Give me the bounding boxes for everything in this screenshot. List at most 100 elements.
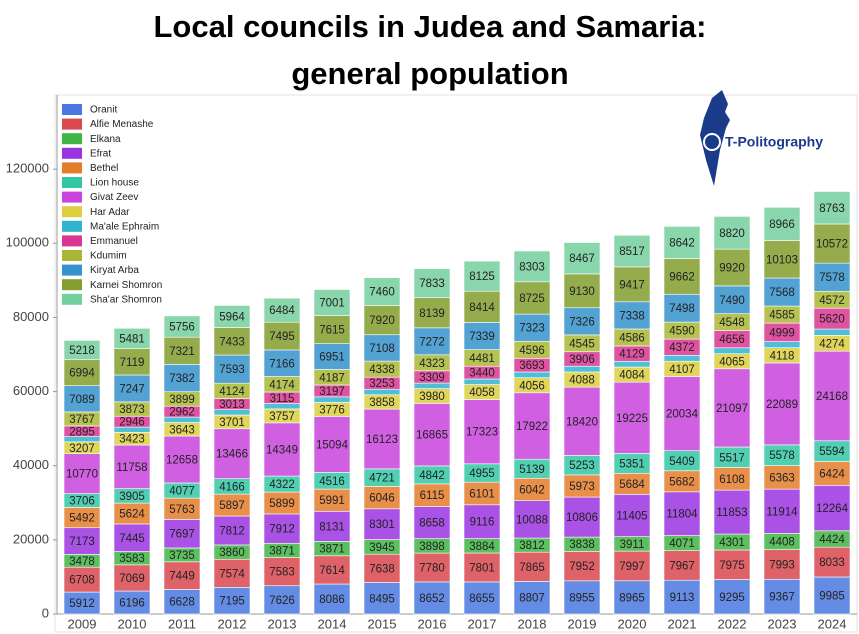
bar-segment — [563, 242, 601, 275]
data-label: 4585 — [769, 310, 795, 322]
data-label: 3945 — [369, 542, 395, 554]
bar-segment — [163, 315, 201, 338]
logo-map — [700, 90, 730, 186]
data-label: 14349 — [266, 444, 298, 456]
data-label: 8655 — [469, 593, 495, 605]
data-label: 7997 — [619, 561, 645, 573]
bar-segment — [513, 281, 551, 315]
bar-segment — [263, 297, 301, 323]
data-label: 8131 — [319, 521, 345, 533]
data-label: 6196 — [119, 598, 145, 610]
data-label: 4721 — [369, 473, 395, 485]
data-label: 6424 — [819, 468, 845, 480]
data-label: 7490 — [719, 295, 745, 307]
chart-title: Local councils in Judea and Samaria: — [153, 9, 706, 44]
data-label: 3873 — [119, 404, 145, 416]
bar-segment — [663, 354, 701, 362]
bar-segment — [763, 488, 801, 534]
bar-segment — [463, 504, 501, 539]
bar-segment — [113, 564, 151, 592]
bar-segment — [663, 579, 701, 615]
data-label: 8414 — [469, 302, 495, 314]
data-label: 4118 — [770, 350, 795, 362]
bar-segment — [463, 581, 501, 615]
data-label: 5624 — [119, 509, 145, 521]
bar-segment — [63, 527, 101, 555]
data-label: 3115 — [270, 393, 295, 405]
data-label: 8139 — [419, 308, 445, 320]
data-label: 21097 — [716, 403, 748, 415]
data-label: 7801 — [469, 562, 495, 574]
x-tick-label: 2014 — [318, 616, 347, 631]
data-label: 13466 — [216, 449, 248, 461]
data-label: 7382 — [169, 373, 195, 385]
x-tick-label: 2017 — [468, 616, 497, 631]
data-label: 9113 — [670, 592, 695, 604]
data-label: 3898 — [419, 541, 445, 553]
bar-segment — [113, 444, 151, 489]
bar-segment — [613, 580, 651, 615]
data-label: 7449 — [169, 571, 195, 583]
data-label: 17922 — [516, 421, 548, 433]
data-label: 11758 — [116, 462, 147, 474]
bar-segment — [113, 348, 151, 376]
data-label: 8658 — [419, 518, 445, 530]
data-label: 4372 — [669, 342, 695, 354]
data-label: 10572 — [816, 239, 848, 251]
data-label: 4548 — [719, 317, 745, 329]
data-label: 3905 — [119, 491, 145, 503]
legend-swatch — [62, 293, 82, 305]
bar-segment — [713, 489, 751, 535]
data-label: 4065 — [719, 356, 745, 368]
data-label: 8955 — [569, 592, 595, 604]
data-label: 7626 — [269, 595, 295, 607]
legend-swatch — [62, 191, 82, 203]
data-label: 7338 — [619, 310, 645, 322]
legend-swatch — [62, 235, 82, 247]
legend-label: Bethel — [90, 163, 118, 174]
data-label: 7069 — [119, 573, 145, 585]
legend-swatch — [62, 279, 82, 291]
bar-segment — [213, 587, 251, 615]
bar-segment — [763, 578, 801, 615]
data-label: 5594 — [819, 446, 845, 458]
legend-swatch — [62, 264, 82, 276]
data-label: 11914 — [766, 506, 798, 518]
bar-segment — [513, 392, 551, 460]
data-label: 7460 — [369, 287, 395, 299]
bar-segment — [763, 549, 801, 580]
data-label: 6484 — [269, 305, 295, 317]
y-tick-label: 100000 — [6, 235, 49, 250]
legend-swatch — [62, 133, 82, 145]
data-label: 3478 — [69, 556, 95, 568]
data-label: 7697 — [169, 529, 195, 541]
data-label: 8495 — [369, 593, 395, 605]
data-label: 7089 — [69, 394, 95, 406]
data-label: 3423 — [119, 434, 145, 446]
watermark: T-Politography — [725, 134, 823, 150]
data-label: 4408 — [769, 537, 795, 549]
data-label: 7615 — [319, 325, 345, 337]
data-label: 7321 — [169, 346, 195, 358]
data-label: 7166 — [269, 358, 295, 370]
data-label: 7912 — [269, 524, 295, 536]
bar-segment — [813, 191, 851, 225]
x-tick-label: 2013 — [268, 616, 297, 631]
data-label: 3309 — [419, 372, 445, 384]
bar-segment — [363, 408, 401, 470]
data-label: 4301 — [719, 537, 745, 549]
bar-segment — [213, 354, 251, 384]
bar-segment — [363, 277, 401, 306]
data-label: 5481 — [119, 333, 145, 345]
data-label: 3583 — [119, 553, 145, 565]
bar-segment — [513, 250, 551, 283]
data-label: 3440 — [469, 368, 495, 380]
bar-segment — [613, 234, 651, 268]
data-label: 2895 — [69, 426, 95, 438]
logo: T-Politography — [700, 90, 823, 186]
bar-segment — [563, 386, 601, 456]
bar-segment — [713, 285, 751, 314]
bar-segment — [213, 327, 251, 356]
data-label: 7780 — [419, 563, 445, 575]
bar-segment — [263, 422, 301, 477]
